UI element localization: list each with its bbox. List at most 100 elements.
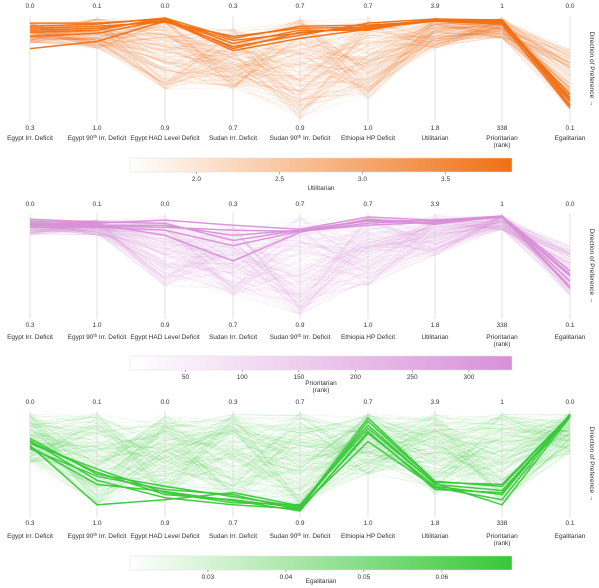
colorbar-tick-label: 2.0 (192, 176, 201, 183)
axis-bottom-tick-label: 0.7 (228, 125, 237, 132)
axis-label: Egypt Irr. Deficit (7, 334, 53, 341)
axis-label: Sudan Irr. Deficit (209, 334, 257, 341)
colorbar-tick-label: 100 (237, 374, 248, 381)
direction-of-preference-label: Direction of Preference → (588, 427, 595, 502)
highlighted-solution-line (29, 19, 571, 103)
axis-top-tick-label: 0.0 (565, 399, 574, 406)
axis-bottom-tick-label: 1.8 (430, 322, 439, 329)
colorbar-tick-label: 3.0 (358, 176, 367, 183)
colorbar-tick-label: 2.5 (275, 176, 284, 183)
highlighted-solution-line (29, 414, 571, 508)
axis-bottom-tick-label: 1.0 (92, 322, 101, 329)
axis-label: Ethiopia HP Deficit (341, 334, 395, 341)
colorbar-tick-label: 0.06 (436, 574, 449, 581)
axis-top-tick-label: 0.0 (25, 3, 34, 10)
axis-top-tick-label: 1 (500, 399, 504, 406)
colorbar-tick-label: 0.03 (202, 574, 215, 581)
axis-bottom-tick-label: 0.1 (565, 520, 574, 527)
axis-bottom-tick-label: 338 (497, 322, 508, 329)
axis-bottom-tick-label: 0.9 (160, 520, 169, 527)
colorbar-label: Prioritarian (305, 380, 337, 387)
axis-bottom-tick-label: 0.7 (228, 322, 237, 329)
axis-label: Egypt HAD Level Deficit (130, 135, 200, 142)
direction-of-preference-label: Direction of Preference → (588, 229, 595, 304)
axis-top-tick-label: 3.9 (430, 399, 439, 406)
axis-label: Egypt HAD Level Deficit (130, 334, 200, 341)
axis-label: Prioritarian (486, 533, 518, 540)
axis-bottom-tick-label: 1.0 (92, 125, 101, 132)
axis-bottom-tick-label: 0.9 (160, 322, 169, 329)
axis-label: Sudan 90th Irr. Deficit (270, 532, 331, 540)
colorbar-tick-label: 0.05 (358, 574, 371, 581)
axis-top-tick-label: 0.0 (565, 201, 574, 208)
colorbar (129, 355, 513, 371)
axis-top-tick-label: 0.1 (92, 3, 101, 10)
axis-label: Egypt Irr. Deficit (7, 135, 53, 142)
axis-bottom-tick-label: 1.0 (92, 520, 101, 527)
axis-label: Egypt HAD Level Deficit (130, 533, 200, 540)
axis-label: Utilitarian (421, 533, 448, 540)
axis-top-tick-label: 0.7 (295, 399, 304, 406)
axis-bottom-tick-label: 0.7 (228, 520, 237, 527)
colorbar-tick-label: 0.04 (280, 574, 293, 581)
axis-bottom-tick-label: 0.3 (25, 125, 34, 132)
axis-top-tick-label: 0.3 (228, 3, 237, 10)
axis-label: (rank) (494, 142, 511, 149)
colorbar-tick-label: 150 (293, 374, 304, 381)
axis-top-tick-label: 0.7 (363, 201, 372, 208)
colorbar (129, 555, 513, 571)
colorbar-tick-label: 50 (182, 374, 190, 381)
colorbar-tick-label: 200 (350, 374, 361, 381)
axis-top-tick-label: 0.7 (363, 399, 372, 406)
axis-label: Ethiopia HP Deficit (341, 533, 395, 540)
axis-label: Utilitarian (421, 334, 448, 341)
axis-bottom-tick-label: 1.0 (363, 322, 372, 329)
axis-top-tick-label: 1 (500, 3, 504, 10)
axis-top-tick-label: 0.7 (363, 3, 372, 10)
axis-top-tick-label: 0.0 (565, 3, 574, 10)
colorbar-tick-label: 250 (407, 374, 418, 381)
axis-label: Egypt 90th Irr. Deficit (68, 532, 127, 540)
axis-top-tick-label: 0.0 (160, 399, 169, 406)
axis-label: Utilitarian (421, 135, 448, 142)
highlighted-solution-line (29, 415, 571, 512)
axis-bottom-tick-label: 1.0 (363, 520, 372, 527)
axis-top-tick-label: 0.1 (92, 399, 101, 406)
axis-label: Sudan Irr. Deficit (209, 533, 257, 540)
highlighted-solution-line (29, 17, 571, 109)
axis-label: Ethiopia HP Deficit (341, 135, 395, 142)
colorbar-label: (rank) (313, 387, 330, 394)
axis-bottom-tick-label: 0.9 (295, 520, 304, 527)
axis-top-tick-label: 3.9 (430, 3, 439, 10)
axis-label: Sudan Irr. Deficit (209, 135, 257, 142)
axis-label: Egalitarian (555, 334, 586, 341)
axis-bottom-tick-label: 338 (497, 520, 508, 527)
axis-label: (rank) (494, 341, 511, 348)
highlighted-solution-line (29, 18, 571, 107)
highlighted-solution-line (29, 216, 571, 275)
axis-top-tick-label: 0.7 (295, 3, 304, 10)
direction-of-preference-label: Direction of Preference → (588, 32, 595, 107)
axis-label: Egalitarian (555, 533, 586, 540)
axis-bottom-tick-label: 0.3 (25, 520, 34, 527)
axis-bottom-tick-label: 0.9 (295, 322, 304, 329)
axis-label: Sudan 90th Irr. Deficit (270, 333, 331, 341)
highlighted-solution-line (29, 416, 571, 507)
axis-label: Sudan 90th Irr. Deficit (270, 134, 331, 142)
axis-label: Egypt 90th Irr. Deficit (68, 333, 127, 341)
axis-bottom-tick-label: 338 (497, 125, 508, 132)
axis-bottom-tick-label: 1.8 (430, 125, 439, 132)
axis-bottom-tick-label: 0.1 (565, 322, 574, 329)
axis-label: Prioritarian (486, 334, 518, 341)
colorbar-tick-label: 3.5 (441, 176, 450, 183)
colorbar (129, 157, 513, 173)
axis-top-tick-label: 0.0 (25, 399, 34, 406)
axis-bottom-tick-label: 1.8 (430, 520, 439, 527)
axis-top-tick-label: 0.1 (92, 201, 101, 208)
axis-label: Egypt 90th Irr. Deficit (68, 134, 127, 142)
axis-top-tick-label: 1 (500, 201, 504, 208)
colorbar-label: Egalitarian (306, 578, 337, 585)
axis-label: Egalitarian (555, 135, 586, 142)
